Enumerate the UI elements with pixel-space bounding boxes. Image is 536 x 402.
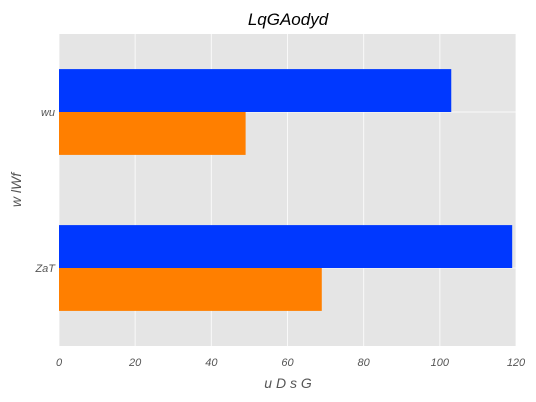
bar-ZaT-series-1 xyxy=(59,225,513,268)
chart-title: LqGAodyd xyxy=(248,10,329,29)
y-tick-label: ZaT xyxy=(34,263,56,275)
x-tick-label: 100 xyxy=(431,357,450,369)
x-tick-label: 60 xyxy=(281,357,294,369)
y-tick-labels: ZaT wu xyxy=(34,107,56,275)
x-axis-label: u D s G xyxy=(264,375,312,391)
bar-wu-series-1 xyxy=(59,69,452,112)
x-tick-label: 120 xyxy=(507,357,526,369)
x-tick-labels: 0 20 40 60 80 100 120 xyxy=(56,357,526,369)
bar-ZaT-series-0 xyxy=(59,268,322,311)
x-tick-label: 40 xyxy=(205,357,218,369)
x-tick-label: 80 xyxy=(358,357,371,369)
bars xyxy=(59,69,513,311)
y-axis-label: w lWf xyxy=(8,171,24,207)
y-tick-label: wu xyxy=(41,107,55,119)
x-tick-label: 20 xyxy=(128,357,142,369)
bar-wu-series-0 xyxy=(59,112,246,155)
x-tick-label: 0 xyxy=(56,357,63,369)
